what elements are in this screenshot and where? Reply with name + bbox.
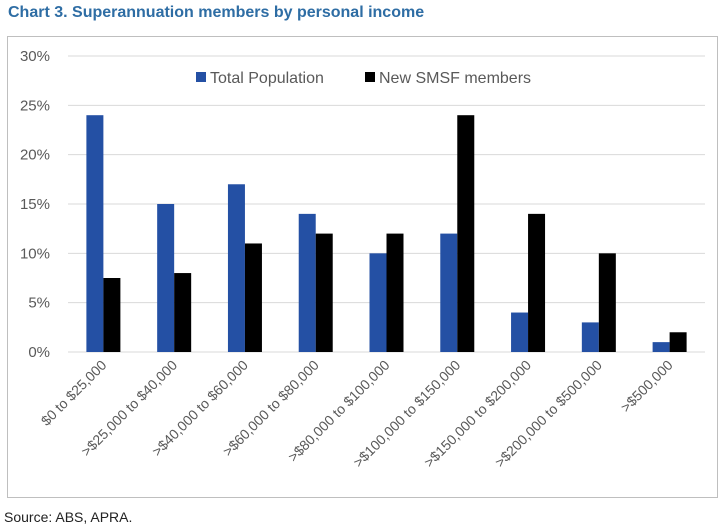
legend-swatch — [196, 72, 206, 82]
y-axis-ticks: 0% 5% 10% 15% 20% 25% 30% — [20, 48, 50, 361]
bar-total-population — [86, 115, 104, 352]
y-tick-label: 25% — [20, 97, 50, 114]
chart-frame — [7, 36, 718, 498]
bar-new-smsf-members — [457, 115, 475, 352]
y-tick-label: 10% — [20, 245, 50, 262]
bar-new-smsf-members — [528, 213, 546, 352]
legend-swatch — [365, 72, 375, 82]
bar-total-population — [369, 253, 387, 352]
bar-total-population — [440, 233, 458, 352]
chart-title: Chart 3. Superannuation members by perso… — [8, 4, 425, 21]
bar-total-population — [511, 312, 529, 352]
x-axis-ticks: $0 to $25,000>$25,000 to $40,000>$40,000… — [38, 357, 676, 471]
y-tick-label: 5% — [28, 295, 50, 312]
bar-new-smsf-members — [386, 233, 404, 352]
x-tick-label: $0 to $25,000 — [38, 357, 110, 429]
x-tick-label: >$500,000 — [617, 357, 676, 416]
y-tick-label: 0% — [28, 344, 50, 361]
bar-total-population — [298, 213, 316, 352]
bar-new-smsf-members — [103, 278, 121, 352]
bar-total-population — [157, 204, 175, 352]
bar-new-smsf-members — [174, 273, 192, 352]
bar-total-population — [227, 184, 245, 352]
bar-total-population — [581, 322, 599, 352]
y-tick-label: 30% — [20, 48, 50, 65]
bar-new-smsf-members — [669, 332, 687, 352]
source-note: Source: ABS, APRA. — [4, 509, 133, 525]
bar-new-smsf-members — [315, 233, 333, 352]
y-tick-label: 20% — [20, 147, 50, 164]
bar-new-smsf-members — [244, 243, 262, 352]
legend: Total Population New SMSF members — [196, 70, 531, 87]
y-tick-label: 15% — [20, 196, 50, 213]
bars — [86, 115, 687, 352]
bar-total-population — [652, 342, 670, 352]
legend-label: Total Population — [210, 70, 324, 87]
bar-new-smsf-members — [598, 253, 616, 352]
legend-label: New SMSF members — [379, 70, 531, 87]
